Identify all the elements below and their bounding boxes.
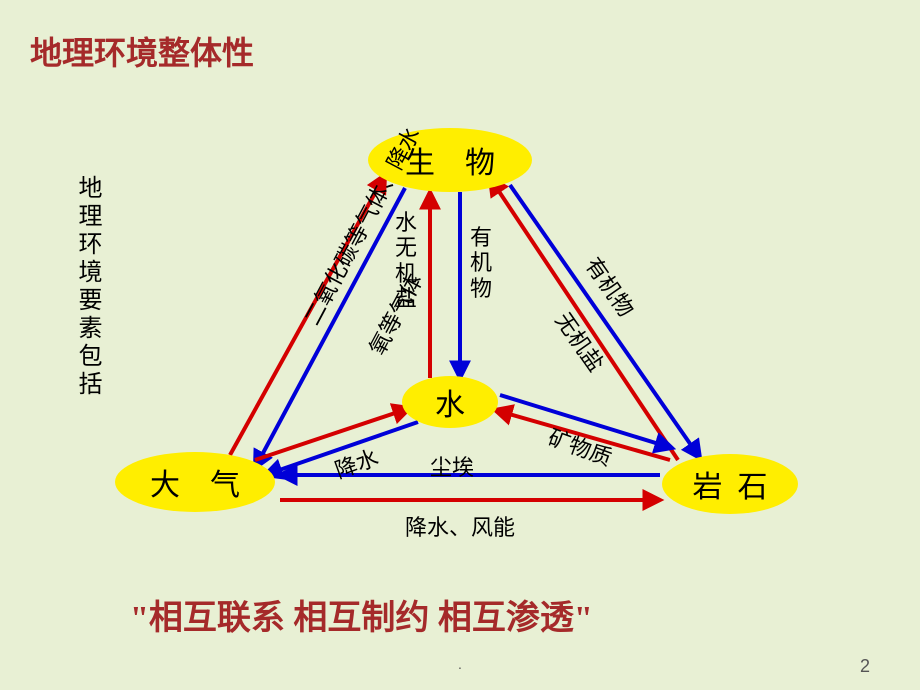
node-water: 水 [402, 376, 498, 428]
node-rock: 岩 石 [662, 454, 798, 514]
footer-dot: . [458, 656, 462, 672]
arrow-bio_to_rock [510, 185, 700, 458]
edge-label-l_dust: 尘埃 [430, 450, 474, 482]
diagram-stage: 地理环境整体性 地理环境要素包括 "相互联系 相互制约 相互渗透" . 2 生 … [0, 0, 920, 690]
edge-label-l_organic1: 有 机 物 [470, 225, 492, 301]
bottom-quote: "相互联系 相互制约 相互渗透" [130, 590, 593, 639]
arrow-layer [0, 0, 920, 690]
page-title: 地理环境整体性 [30, 28, 254, 74]
edge-label-l_water_salt: 水 无 机 盐 [395, 210, 417, 311]
edge-label-l_wind: 降水、风能 [405, 510, 515, 542]
node-air: 大 气 [115, 452, 275, 512]
side-label-elements-include: 地理环境要素包括 [70, 175, 105, 399]
footer-page-number: 2 [860, 656, 870, 677]
